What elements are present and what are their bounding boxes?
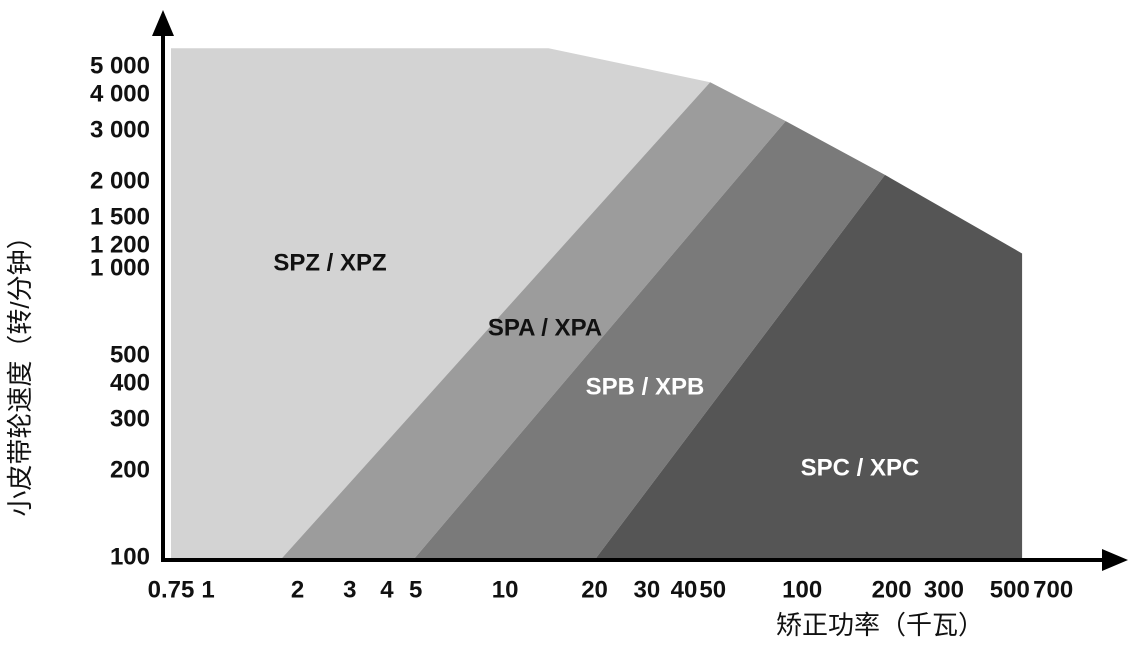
x-tick-label: 4 xyxy=(380,576,394,603)
x-tick-label: 700 xyxy=(1033,576,1073,603)
x-tick-label: 50 xyxy=(699,576,726,603)
y-tick-label: 4 000 xyxy=(90,80,150,107)
y-tick-label: 3 000 xyxy=(90,116,150,143)
x-tick-label: 2 xyxy=(291,576,304,603)
x-tick-label: 500 xyxy=(990,576,1030,603)
region-label: SPZ / XPZ xyxy=(273,249,386,276)
x-tick-label: 300 xyxy=(924,576,964,603)
x-tick-label: 100 xyxy=(782,576,822,603)
y-tick-label: 400 xyxy=(110,369,150,396)
x-tick-label: 5 xyxy=(409,576,422,603)
region xyxy=(280,82,786,560)
region-label: SPA / XPA xyxy=(488,314,602,341)
x-tick-label: 0.75 xyxy=(148,576,195,603)
y-tick-label: 1 500 xyxy=(90,203,150,230)
y-tick-label: 1 000 xyxy=(90,254,150,281)
x-tick-label: 1 xyxy=(201,576,214,603)
x-axis-title: 矫正功率（千瓦） xyxy=(776,610,984,640)
y-tick-label: 1 200 xyxy=(90,231,150,258)
x-axis-arrow xyxy=(1102,549,1128,571)
y-axis-title: 小皮带轮速度（转/分钟） xyxy=(5,223,35,516)
y-tick-label: 500 xyxy=(110,341,150,368)
region xyxy=(171,48,711,561)
region-label: SPB / XPB xyxy=(586,373,705,400)
region xyxy=(413,121,885,560)
y-axis-arrow xyxy=(152,10,174,36)
x-tick-label: 10 xyxy=(492,576,519,603)
region-label: SPC / XPC xyxy=(801,454,920,481)
y-tick-label: 300 xyxy=(110,405,150,432)
x-tick-label: 30 xyxy=(634,576,661,603)
region xyxy=(594,174,1023,560)
y-tick-label: 200 xyxy=(110,456,150,483)
y-tick-label: 100 xyxy=(110,543,150,570)
x-tick-label: 3 xyxy=(343,576,356,603)
x-tick-label: 20 xyxy=(581,576,608,603)
x-tick-label: 200 xyxy=(872,576,912,603)
x-tick-label: 40 xyxy=(671,576,698,603)
y-tick-label: 5 000 xyxy=(90,52,150,79)
y-tick-label: 2 000 xyxy=(90,167,150,194)
